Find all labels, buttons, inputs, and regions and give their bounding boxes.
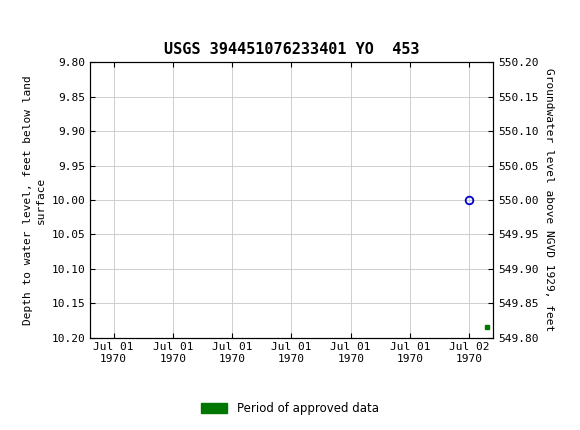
Y-axis label: Groundwater level above NGVD 1929, feet: Groundwater level above NGVD 1929, feet xyxy=(544,68,554,332)
Legend: Period of approved data: Period of approved data xyxy=(197,397,383,420)
Text: USGS: USGS xyxy=(38,14,93,31)
Y-axis label: Depth to water level, feet below land
surface: Depth to water level, feet below land su… xyxy=(23,75,46,325)
Title: USGS 394451076233401 YO  453: USGS 394451076233401 YO 453 xyxy=(164,42,419,57)
